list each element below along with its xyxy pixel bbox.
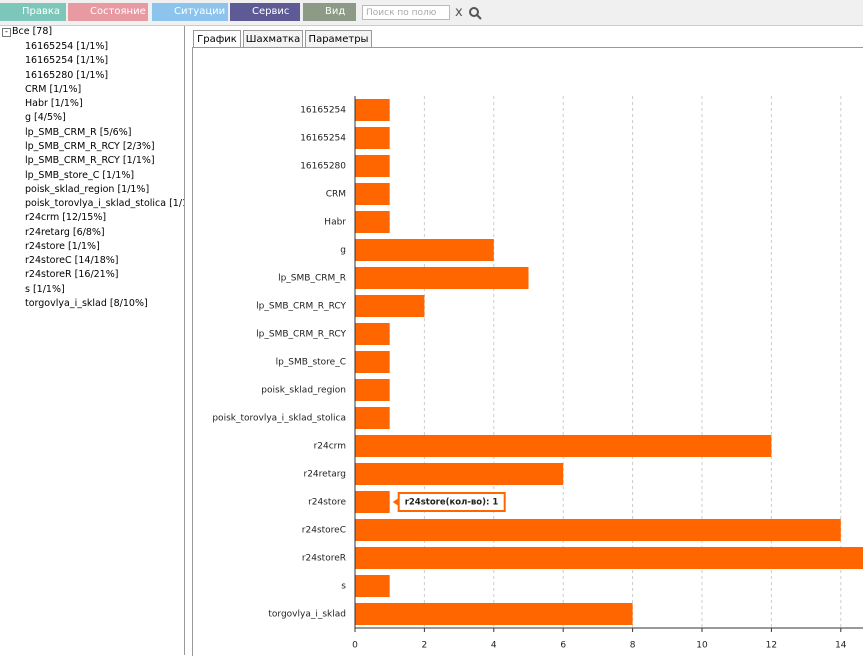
search-input[interactable]: Поиск по полю bbox=[362, 5, 450, 20]
y-tick-label: CRM bbox=[326, 190, 346, 200]
y-tick-label: lp_SMB_store_C bbox=[276, 358, 346, 368]
bar bbox=[355, 99, 390, 121]
y-tick-label: r24crm bbox=[314, 442, 346, 452]
y-tick-label: r24storeC bbox=[302, 526, 346, 536]
y-tick-label: lp_SMB_CRM_R bbox=[278, 274, 346, 284]
tree-item[interactable]: 16165280 [1/1%] bbox=[25, 69, 109, 81]
tree-item[interactable]: lp_SMB_store_C [1/1%] bbox=[25, 169, 135, 181]
y-tick-label: lp_SMB_CRM_R_RCY bbox=[256, 302, 346, 312]
tab[interactable]: Шахматка bbox=[243, 30, 303, 47]
tree-item[interactable]: CRM [1/1%] bbox=[25, 83, 82, 95]
y-tick-label: g bbox=[340, 246, 346, 256]
tree-item[interactable]: r24storeC [14/18%] bbox=[25, 255, 119, 267]
tree-item[interactable]: 16165254 [1/1%] bbox=[25, 55, 109, 67]
bar bbox=[355, 183, 390, 205]
y-tick-label: r24retarg bbox=[304, 470, 347, 480]
y-tick-label: 16165280 bbox=[300, 162, 346, 172]
bar bbox=[355, 127, 390, 149]
bar bbox=[355, 435, 772, 457]
button[interactable]: Правка bbox=[0, 3, 66, 21]
tree-item[interactable]: r24retarg [6/8%] bbox=[25, 226, 105, 238]
tree-item[interactable]: poisk_sklad_region [1/1%] bbox=[25, 183, 150, 195]
bar bbox=[355, 379, 390, 401]
bar bbox=[355, 267, 529, 289]
bar bbox=[355, 575, 390, 597]
y-tick-label: poisk_torovlya_i_sklad_stolica bbox=[212, 414, 346, 424]
tooltip-box bbox=[397, 492, 506, 512]
y-tick-label: r24store bbox=[308, 498, 346, 508]
tree: - Все [78] 16165254 [1/1%] 16165254 [1/1%… bbox=[0, 26, 185, 655]
bar bbox=[355, 155, 390, 177]
y-tick-label: poisk_sklad_region bbox=[261, 386, 346, 396]
y-tick-label: torgovlya_i_sklad bbox=[268, 610, 346, 620]
bar bbox=[355, 463, 564, 485]
bar bbox=[355, 603, 633, 625]
bar bbox=[355, 547, 863, 569]
x-tick-label: 12 bbox=[766, 641, 777, 651]
clear-button[interactable]: x bbox=[455, 5, 463, 20]
y-tick-label: lp_SMB_CRM_R_RCY bbox=[256, 330, 346, 340]
tree-item[interactable]: lp_SMB_CRM_R_RCY [2/3%] bbox=[25, 140, 155, 152]
y-tick-label: s bbox=[341, 582, 346, 592]
tree-item[interactable]: poisk_torovlya_i_sklad_stolica [1/1%] bbox=[25, 198, 185, 210]
tooltip: r24store(кол-во): 1 bbox=[405, 498, 499, 508]
bar bbox=[355, 211, 390, 233]
y-tick-label: 16165254 bbox=[300, 106, 346, 116]
x-tick-label: 4 bbox=[491, 641, 497, 651]
tree-item[interactable]: lp_SMB_CRM_R_RCY [1/1%] bbox=[25, 155, 155, 167]
search-icon[interactable] bbox=[468, 6, 482, 20]
tab[interactable]: Параметры bbox=[305, 30, 372, 47]
x-tick-label: 14 bbox=[835, 641, 847, 651]
bars bbox=[355, 99, 863, 625]
tree-item[interactable]: 16165254 [1/1%] bbox=[25, 41, 109, 52]
x-tick-label: 10 bbox=[696, 641, 708, 651]
bar bbox=[355, 407, 390, 429]
x-tick-label: 2 bbox=[422, 641, 428, 651]
tree-item[interactable]: lp_SMB_CRM_R [5/6%] bbox=[25, 126, 132, 138]
tree-item[interactable]: r24crm [12/15%] bbox=[25, 212, 107, 224]
button[interactable]: Сервис bbox=[230, 3, 300, 21]
y-tick-label: r24storeR bbox=[302, 554, 346, 564]
tree-item[interactable]: r24store [1/1%] bbox=[25, 240, 100, 252]
x-tick-label: 6 bbox=[560, 641, 566, 651]
bar bbox=[355, 491, 390, 513]
y-tick-label: 16165254 bbox=[300, 134, 346, 144]
tree-item[interactable]: torgovlya_i_sklad [8/10%] bbox=[25, 298, 148, 310]
x-tick-label: 8 bbox=[630, 641, 636, 651]
bar bbox=[355, 519, 841, 541]
tree-item[interactable]: g [4/5%] bbox=[25, 112, 66, 124]
button[interactable]: Ситуации bbox=[152, 3, 228, 21]
chart-panel bbox=[192, 47, 863, 656]
chart: 0 2 4 6 8 10 12 14 16165254 16165254 16165280 CRM Ha… bbox=[212, 96, 863, 651]
bar bbox=[355, 323, 390, 345]
y-tick-label: Habr bbox=[324, 218, 346, 228]
x-tick-label: 0 bbox=[352, 641, 358, 651]
toolbar: Правка Состояние Ситуации Сервис Вид Пои… bbox=[0, 0, 863, 26]
collapse-icon[interactable]: - bbox=[2, 28, 11, 37]
tree-item[interactable]: Habr [1/1%] bbox=[25, 98, 83, 110]
button[interactable]: Состояние bbox=[68, 3, 148, 21]
tab[interactable]: График bbox=[193, 30, 241, 48]
tree-root[interactable]: Все [78] bbox=[12, 26, 53, 37]
bar bbox=[355, 239, 494, 261]
tree-item[interactable]: s [1/1%] bbox=[25, 283, 65, 295]
button[interactable]: Вид bbox=[303, 3, 356, 21]
tooltip-pointer bbox=[392, 498, 399, 506]
bar bbox=[355, 295, 425, 317]
bar bbox=[355, 351, 390, 373]
tree-item[interactable]: r24storeR [16/21%] bbox=[25, 269, 119, 281]
